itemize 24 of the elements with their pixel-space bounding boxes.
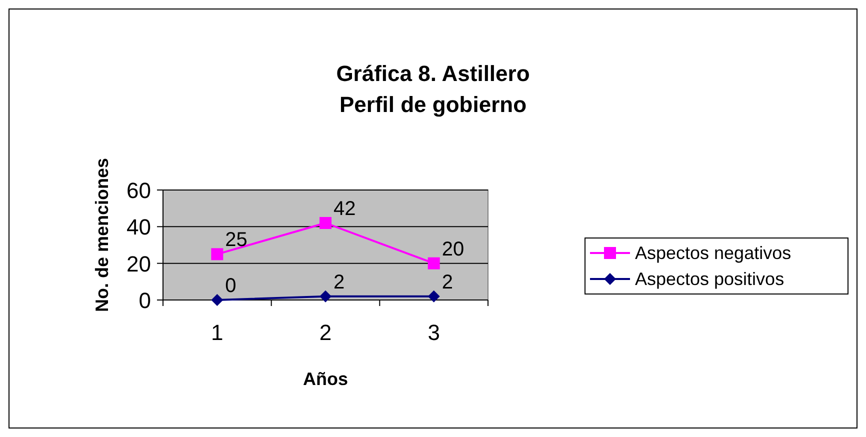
point: [320, 217, 332, 229]
point: [211, 248, 224, 260]
data-label: 0: [225, 275, 236, 297]
x-tick-label: 3: [428, 320, 440, 345]
x-tick-label: 1: [211, 320, 224, 345]
y-tick-label: 40: [126, 214, 151, 240]
legend-label: Aspectos negativos: [635, 243, 792, 263]
x-axis-title: Años: [303, 369, 348, 389]
y-tick-label: 0: [138, 288, 151, 313]
data-label: 2: [442, 271, 453, 294]
x-tick-label: 2: [319, 320, 332, 345]
legend-label: Aspectos positivos: [635, 269, 784, 289]
data-label: 42: [334, 198, 356, 220]
y-axis-title: No. de menciones: [92, 158, 112, 312]
y-tick-label: 60: [126, 178, 151, 203]
point: [428, 290, 440, 302]
data-label: 20: [442, 238, 464, 260]
y-tick-label: 20: [126, 251, 151, 276]
data-label: 2: [334, 271, 345, 294]
point: [211, 294, 224, 306]
data-label: 25: [225, 229, 248, 252]
point: [428, 257, 440, 270]
point: [320, 290, 332, 302]
chart-title: Gráfica 8. Astillero Perfil de gobierno: [336, 61, 530, 117]
